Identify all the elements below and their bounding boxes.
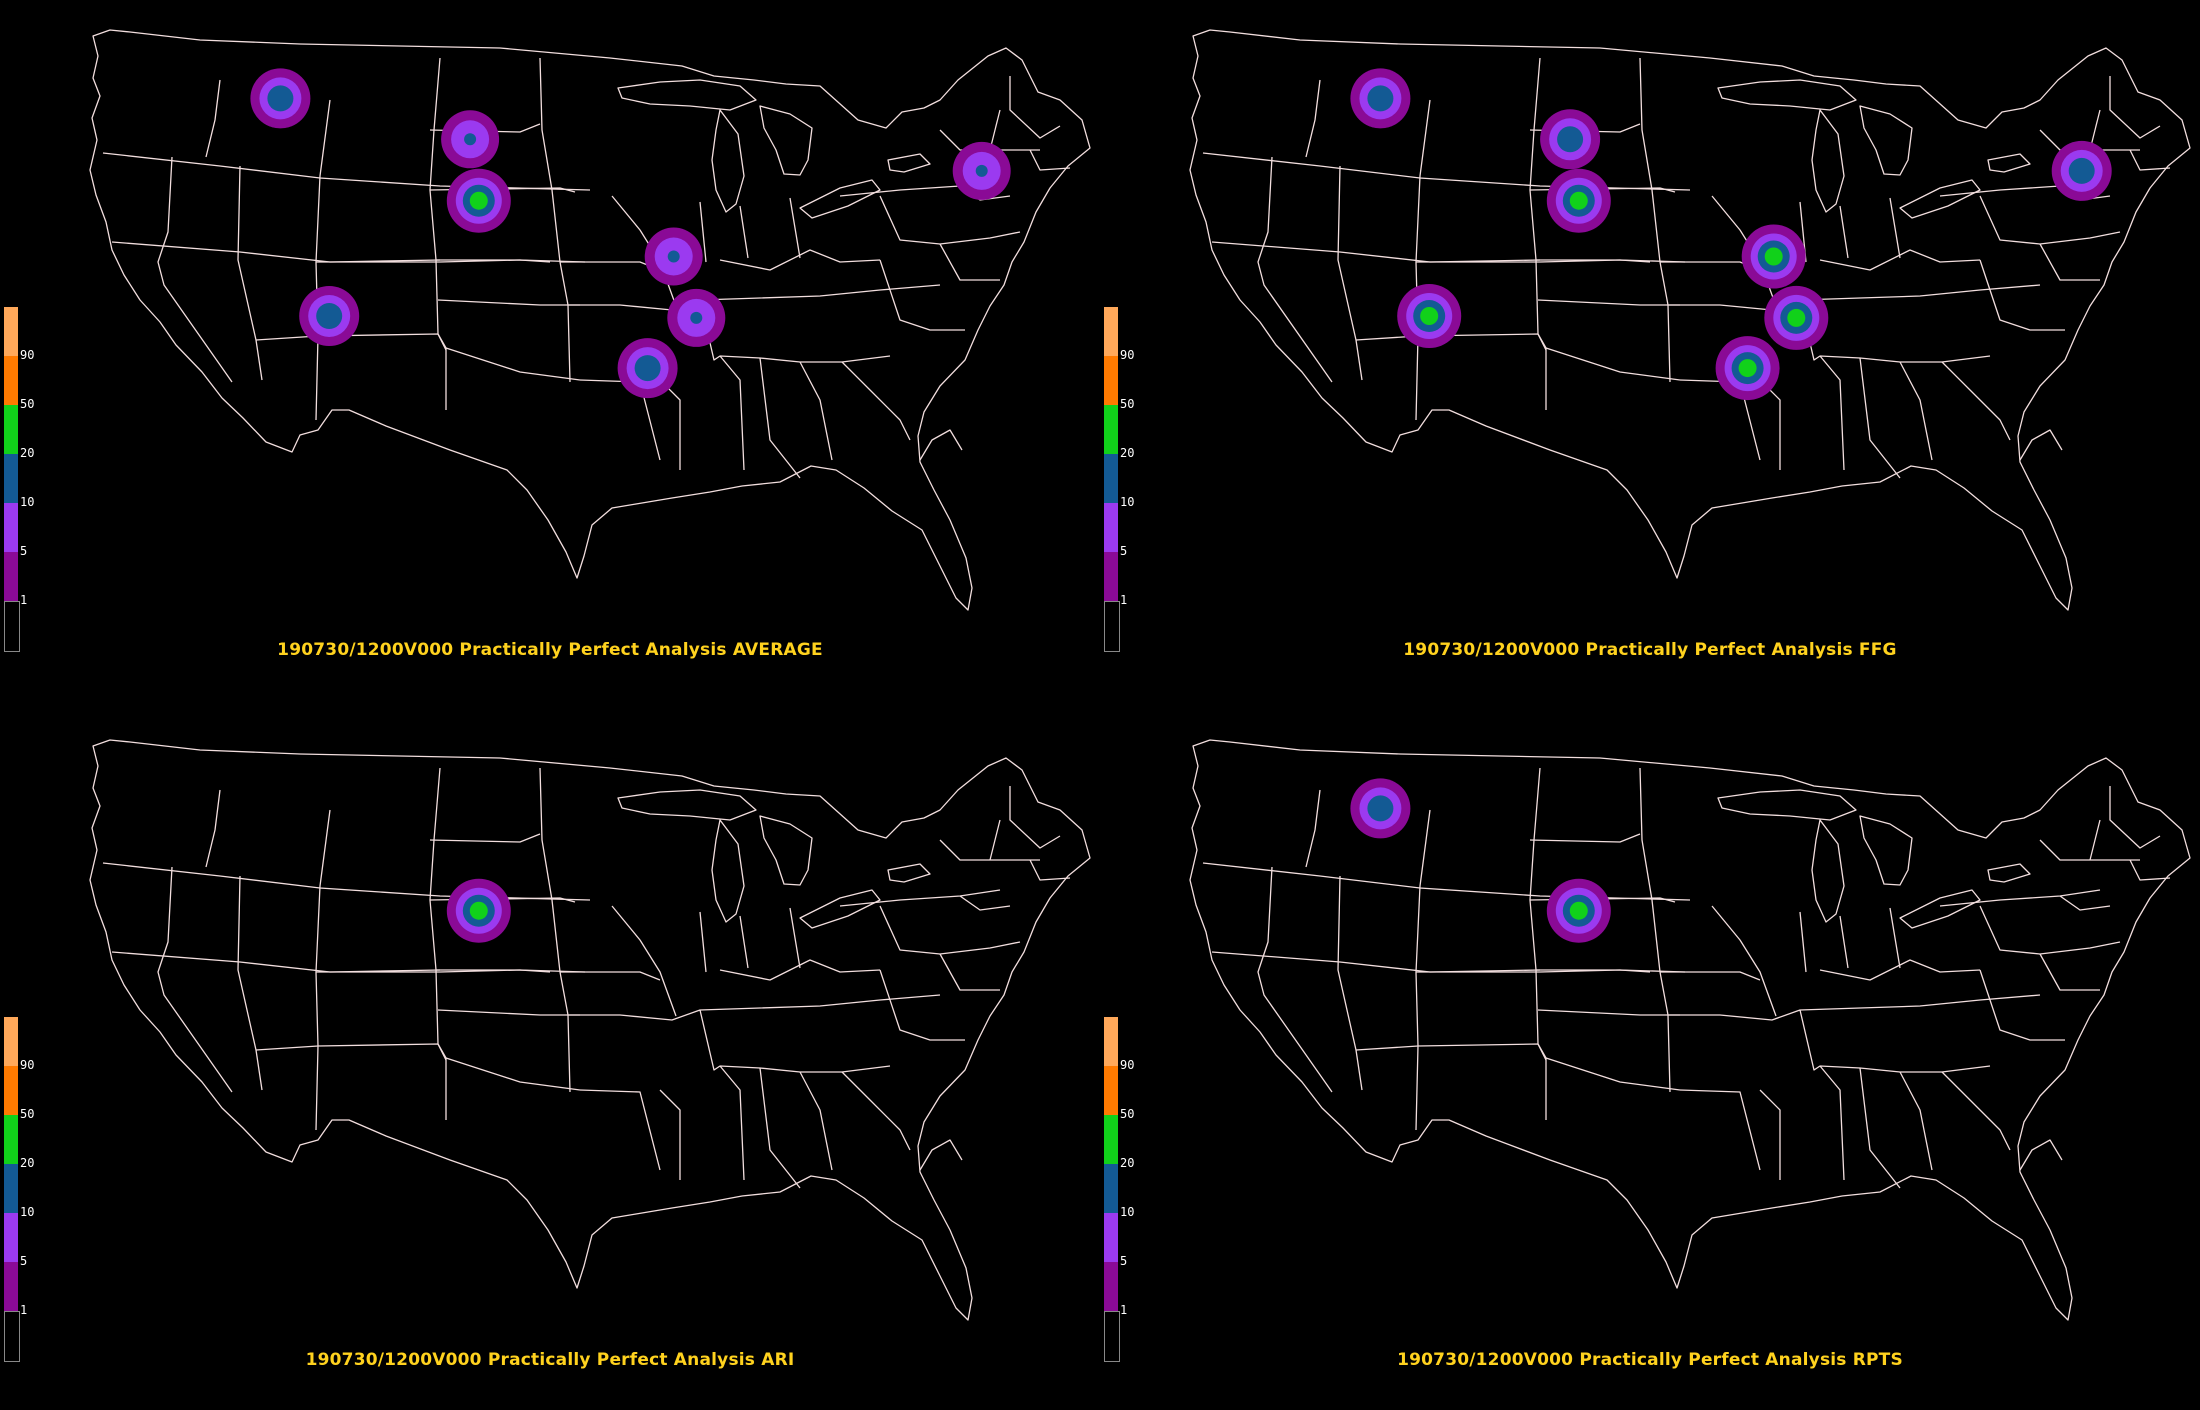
legend-swatch xyxy=(4,1017,18,1066)
hotspots-rpts xyxy=(1350,778,1611,943)
legend-ari: 90 50 20 10 5 1 xyxy=(4,1017,44,1362)
legend-label: 10 xyxy=(20,495,35,509)
hotspot-idaho-montana xyxy=(1350,68,1411,129)
legend-swatch xyxy=(1104,503,1118,552)
hotspot-sw-south-dakota xyxy=(1540,109,1601,170)
hotspot-louisiana xyxy=(617,338,678,399)
hotspot-ne-colorado-w-kansas xyxy=(1546,878,1611,943)
legend-label: 1 xyxy=(1120,1303,1128,1317)
hotspot-sw-south-dakota xyxy=(441,110,500,169)
us-map-ari xyxy=(89,739,1091,1321)
legend-label: 5 xyxy=(1120,544,1128,558)
legend-swatch xyxy=(4,307,18,356)
legend-label: 90 xyxy=(20,1058,35,1072)
legend-swatch xyxy=(1104,1164,1118,1213)
hotspot-ne-colorado xyxy=(446,878,511,943)
legend-swatch xyxy=(1104,601,1120,652)
legend-label: 20 xyxy=(20,1156,35,1170)
legend-swatch xyxy=(4,503,18,552)
legend-average: 90 50 20 10 5 1 xyxy=(4,307,44,652)
legend-swatch xyxy=(4,601,20,652)
legend-label: 1 xyxy=(20,593,28,607)
legend-label: 50 xyxy=(20,1107,35,1121)
legend-label: 90 xyxy=(20,348,35,362)
us-map-rpts xyxy=(1189,739,2191,1321)
hotspot-n-mississippi xyxy=(1764,285,1829,350)
hotspot-ne-colorado-w-kansas xyxy=(1546,168,1611,233)
hotspot-idaho-montana xyxy=(1350,778,1411,839)
hotspot-se-missouri xyxy=(644,227,703,286)
legend-label: 5 xyxy=(1120,1254,1128,1268)
legend-swatch xyxy=(1104,356,1118,405)
panel-title-average: 190730/1200V000 Practically Perfect Anal… xyxy=(277,640,823,660)
legend-label: 50 xyxy=(1120,1107,1135,1121)
hotspot-louisiana xyxy=(1715,336,1780,401)
legend-label: 20 xyxy=(1120,446,1135,460)
hotspot-arizona xyxy=(1397,284,1462,348)
legend-swatch xyxy=(4,405,18,454)
legend-swatch xyxy=(4,1262,18,1311)
legend-label: 10 xyxy=(1120,495,1135,509)
legend-swatch xyxy=(4,1115,18,1164)
legend-label: 5 xyxy=(20,544,28,558)
legend-label: 1 xyxy=(20,1303,28,1317)
panel-title-rpts: 190730/1200V000 Practically Perfect Anal… xyxy=(1397,1350,1903,1370)
legend-swatch xyxy=(1104,1213,1118,1262)
legend-swatch xyxy=(4,454,18,503)
legend-swatch xyxy=(4,356,18,405)
legend-label: 20 xyxy=(20,446,35,460)
panel-title-ffg: 190730/1200V000 Practically Perfect Anal… xyxy=(1403,640,1897,660)
legend-swatch xyxy=(4,552,18,601)
legend-rpts: 90 50 20 10 5 1 xyxy=(1104,1017,1144,1362)
legend-swatch xyxy=(1104,1311,1120,1362)
legend-swatch xyxy=(1104,307,1118,356)
legend-swatch xyxy=(4,1066,18,1115)
legend-swatch xyxy=(1104,454,1118,503)
hotspot-connecticut xyxy=(2051,140,2112,201)
legend-swatch xyxy=(4,1164,18,1213)
legend-label: 5 xyxy=(20,1254,28,1268)
hotspot-ne-colorado-w-kansas xyxy=(446,168,511,233)
legend-label: 90 xyxy=(1120,1058,1135,1072)
legend-swatch xyxy=(1104,1066,1118,1115)
legend-label: 90 xyxy=(1120,348,1135,362)
legend-swatch xyxy=(1104,405,1118,454)
legend-swatch xyxy=(1104,552,1118,601)
legend-ffg: 90 50 20 10 5 1 xyxy=(1104,307,1144,652)
hotspot-idaho-montana xyxy=(250,68,311,129)
hotspot-arizona xyxy=(299,286,360,346)
legend-label: 50 xyxy=(20,397,35,411)
legend-label: 50 xyxy=(1120,397,1135,411)
legend-swatch xyxy=(1104,1115,1118,1164)
us-map-ffg xyxy=(1189,29,2191,611)
legend-label: 1 xyxy=(1120,593,1128,607)
hotspots-ari xyxy=(446,878,511,943)
panel-title-ari: 190730/1200V000 Practically Perfect Anal… xyxy=(305,1350,795,1370)
us-map-average xyxy=(89,29,1091,611)
hotspot-n-mississippi xyxy=(667,288,726,347)
legend-swatch xyxy=(1104,1017,1118,1066)
hotspot-se-missouri xyxy=(1741,224,1806,289)
map-panel-rpts: 90 50 20 10 5 1 190730/1200V000 Practically P… xyxy=(1100,710,2200,1410)
legend-label: 10 xyxy=(20,1205,35,1219)
legend-swatch xyxy=(4,1311,20,1362)
legend-label: 10 xyxy=(1120,1205,1135,1219)
legend-label: 20 xyxy=(1120,1156,1135,1170)
legend-swatch xyxy=(4,1213,18,1262)
legend-swatch xyxy=(1104,1262,1118,1311)
hotspot-connecticut xyxy=(952,141,1011,200)
map-panel-ffg: 90 50 20 10 5 1 190730/1200V000 Practically P… xyxy=(1100,0,2200,700)
map-panel-ari: 90 50 20 10 5 1 190730/1200V000 Practically P… xyxy=(0,710,1100,1410)
map-panel-average: 90 50 20 10 5 1 190730/1200V000 Practically P… xyxy=(0,0,1100,700)
